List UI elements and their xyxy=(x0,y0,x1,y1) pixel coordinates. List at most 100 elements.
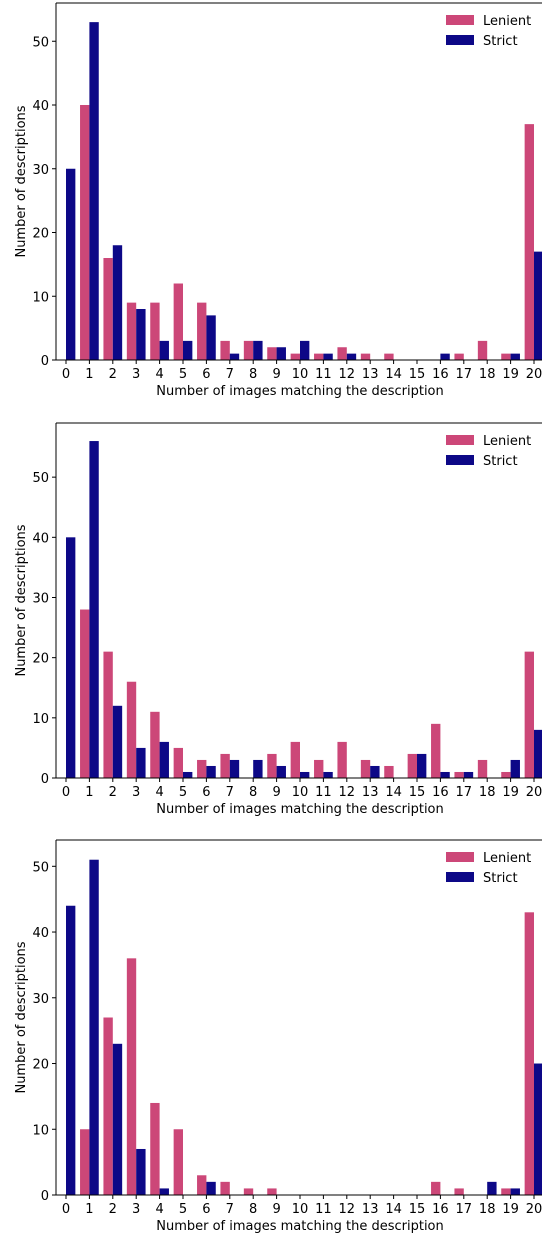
bar-strict-19 xyxy=(510,353,520,361)
bar-lenient-10 xyxy=(290,353,300,361)
bar-strict-15 xyxy=(417,753,427,778)
x-tick-label-16: 16 xyxy=(432,367,449,382)
x-axis-label: Number of images matching the descriptio… xyxy=(156,1219,444,1234)
bar-strict-6 xyxy=(206,315,216,361)
x-tick-label-4: 4 xyxy=(155,1202,163,1217)
bar-strict-4 xyxy=(159,340,169,361)
bar-strict-12 xyxy=(346,353,357,361)
legend-label-lenient: Lenient xyxy=(483,851,531,866)
bar-strict-16 xyxy=(440,771,450,778)
bar-lenient-8 xyxy=(243,340,254,361)
x-tick-label-16: 16 xyxy=(432,1202,449,1217)
x-tick-label-1: 1 xyxy=(85,785,93,800)
bar-lenient-5 xyxy=(173,1129,183,1195)
bar-lenient-19 xyxy=(501,1188,511,1195)
bar-strict-20 xyxy=(534,729,542,778)
y-tick-label-40: 40 xyxy=(32,99,49,114)
x-tick-label-10: 10 xyxy=(292,785,309,800)
x-tick-label-20: 20 xyxy=(526,367,542,382)
bar-lenient-2 xyxy=(103,258,113,360)
x-tick-label-4: 4 xyxy=(155,367,163,382)
x-tick-label-0: 0 xyxy=(62,367,70,382)
x-axis-label: Number of images matching the descriptio… xyxy=(156,384,444,399)
bar-lenient-9 xyxy=(267,347,277,360)
x-tick-label-17: 17 xyxy=(456,1202,473,1217)
bar-strict-10 xyxy=(300,771,310,778)
x-tick-label-10: 10 xyxy=(292,1202,309,1217)
bar-strict-19 xyxy=(510,1188,520,1195)
bar-strict-9 xyxy=(276,765,286,778)
y-axis-label: Number of descriptions xyxy=(14,105,29,257)
bar-strict-3 xyxy=(136,1148,146,1195)
x-tick-label-19: 19 xyxy=(502,367,519,382)
legend-label-lenient: Lenient xyxy=(483,434,531,449)
x-tick-label-9: 9 xyxy=(272,367,280,382)
bar-lenient-4 xyxy=(150,1102,160,1195)
bar-lenient-17 xyxy=(454,771,464,778)
bar-strict-2 xyxy=(112,1043,123,1195)
x-tick-label-8: 8 xyxy=(249,785,257,800)
legend-swatch-lenient xyxy=(446,852,474,862)
y-axis-label: Number of descriptions xyxy=(14,524,29,676)
x-tick-label-15: 15 xyxy=(409,1202,426,1217)
bar-strict-0 xyxy=(66,905,76,1195)
bar-strict-20 xyxy=(534,1063,542,1195)
x-tick-label-15: 15 xyxy=(409,785,426,800)
y-axis-label: Number of descriptions xyxy=(14,941,29,1093)
x-tick-label-16: 16 xyxy=(432,785,449,800)
bar-lenient-1 xyxy=(80,1129,90,1195)
bar-strict-18 xyxy=(487,1181,497,1195)
bar-lenient-3 xyxy=(126,681,137,778)
x-tick-label-15: 15 xyxy=(409,367,426,382)
bar-lenient-20 xyxy=(524,651,534,778)
y-tick-label-10: 10 xyxy=(32,1123,49,1138)
bar-strict-3 xyxy=(136,747,146,778)
bar-lenient-20 xyxy=(524,912,534,1195)
bar-strict-1 xyxy=(89,859,99,1195)
bar-strict-11 xyxy=(323,353,333,361)
x-tick-label-0: 0 xyxy=(62,1202,70,1217)
bar-lenient-15 xyxy=(407,753,417,778)
bar-strict-8 xyxy=(253,340,263,361)
x-tick-label-19: 19 xyxy=(502,1202,519,1217)
y-tick-label-40: 40 xyxy=(32,926,49,941)
bar-lenient-11 xyxy=(314,353,324,361)
x-tick-label-20: 20 xyxy=(526,785,542,800)
x-tick-label-18: 18 xyxy=(479,785,496,800)
x-tick-label-17: 17 xyxy=(456,785,473,800)
y-tick-label-0: 0 xyxy=(41,772,49,787)
bar-lenient-16 xyxy=(431,1181,441,1195)
y-tick-label-0: 0 xyxy=(41,1189,49,1204)
bar-strict-7 xyxy=(229,353,240,361)
bar-strict-9 xyxy=(276,347,286,360)
bar-strict-13 xyxy=(370,765,380,778)
y-tick-label-20: 20 xyxy=(32,227,49,242)
bar-lenient-11 xyxy=(314,759,324,778)
bar-strict-3 xyxy=(136,309,146,360)
x-tick-label-7: 7 xyxy=(226,367,234,382)
bar-lenient-12 xyxy=(337,741,347,778)
x-tick-label-2: 2 xyxy=(109,785,117,800)
x-tick-label-19: 19 xyxy=(502,785,519,800)
bar-strict-0 xyxy=(66,168,76,360)
bar-lenient-13 xyxy=(360,759,371,778)
x-tick-label-12: 12 xyxy=(339,1202,356,1217)
x-tick-label-18: 18 xyxy=(479,367,496,382)
bar-strict-11 xyxy=(323,771,333,778)
bar-strict-6 xyxy=(206,765,216,778)
bar-lenient-8 xyxy=(243,1188,254,1195)
y-tick-label-10: 10 xyxy=(32,712,49,727)
y-tick-label-50: 50 xyxy=(32,860,49,875)
legend-label-strict: Strict xyxy=(483,34,518,49)
bar-lenient-2 xyxy=(103,651,113,778)
bar-lenient-16 xyxy=(431,723,441,778)
bar-strict-0 xyxy=(66,537,76,778)
x-tick-label-13: 13 xyxy=(362,785,379,800)
legend-swatch-strict xyxy=(446,872,474,882)
x-tick-label-8: 8 xyxy=(249,367,257,382)
x-tick-label-8: 8 xyxy=(249,1202,257,1217)
